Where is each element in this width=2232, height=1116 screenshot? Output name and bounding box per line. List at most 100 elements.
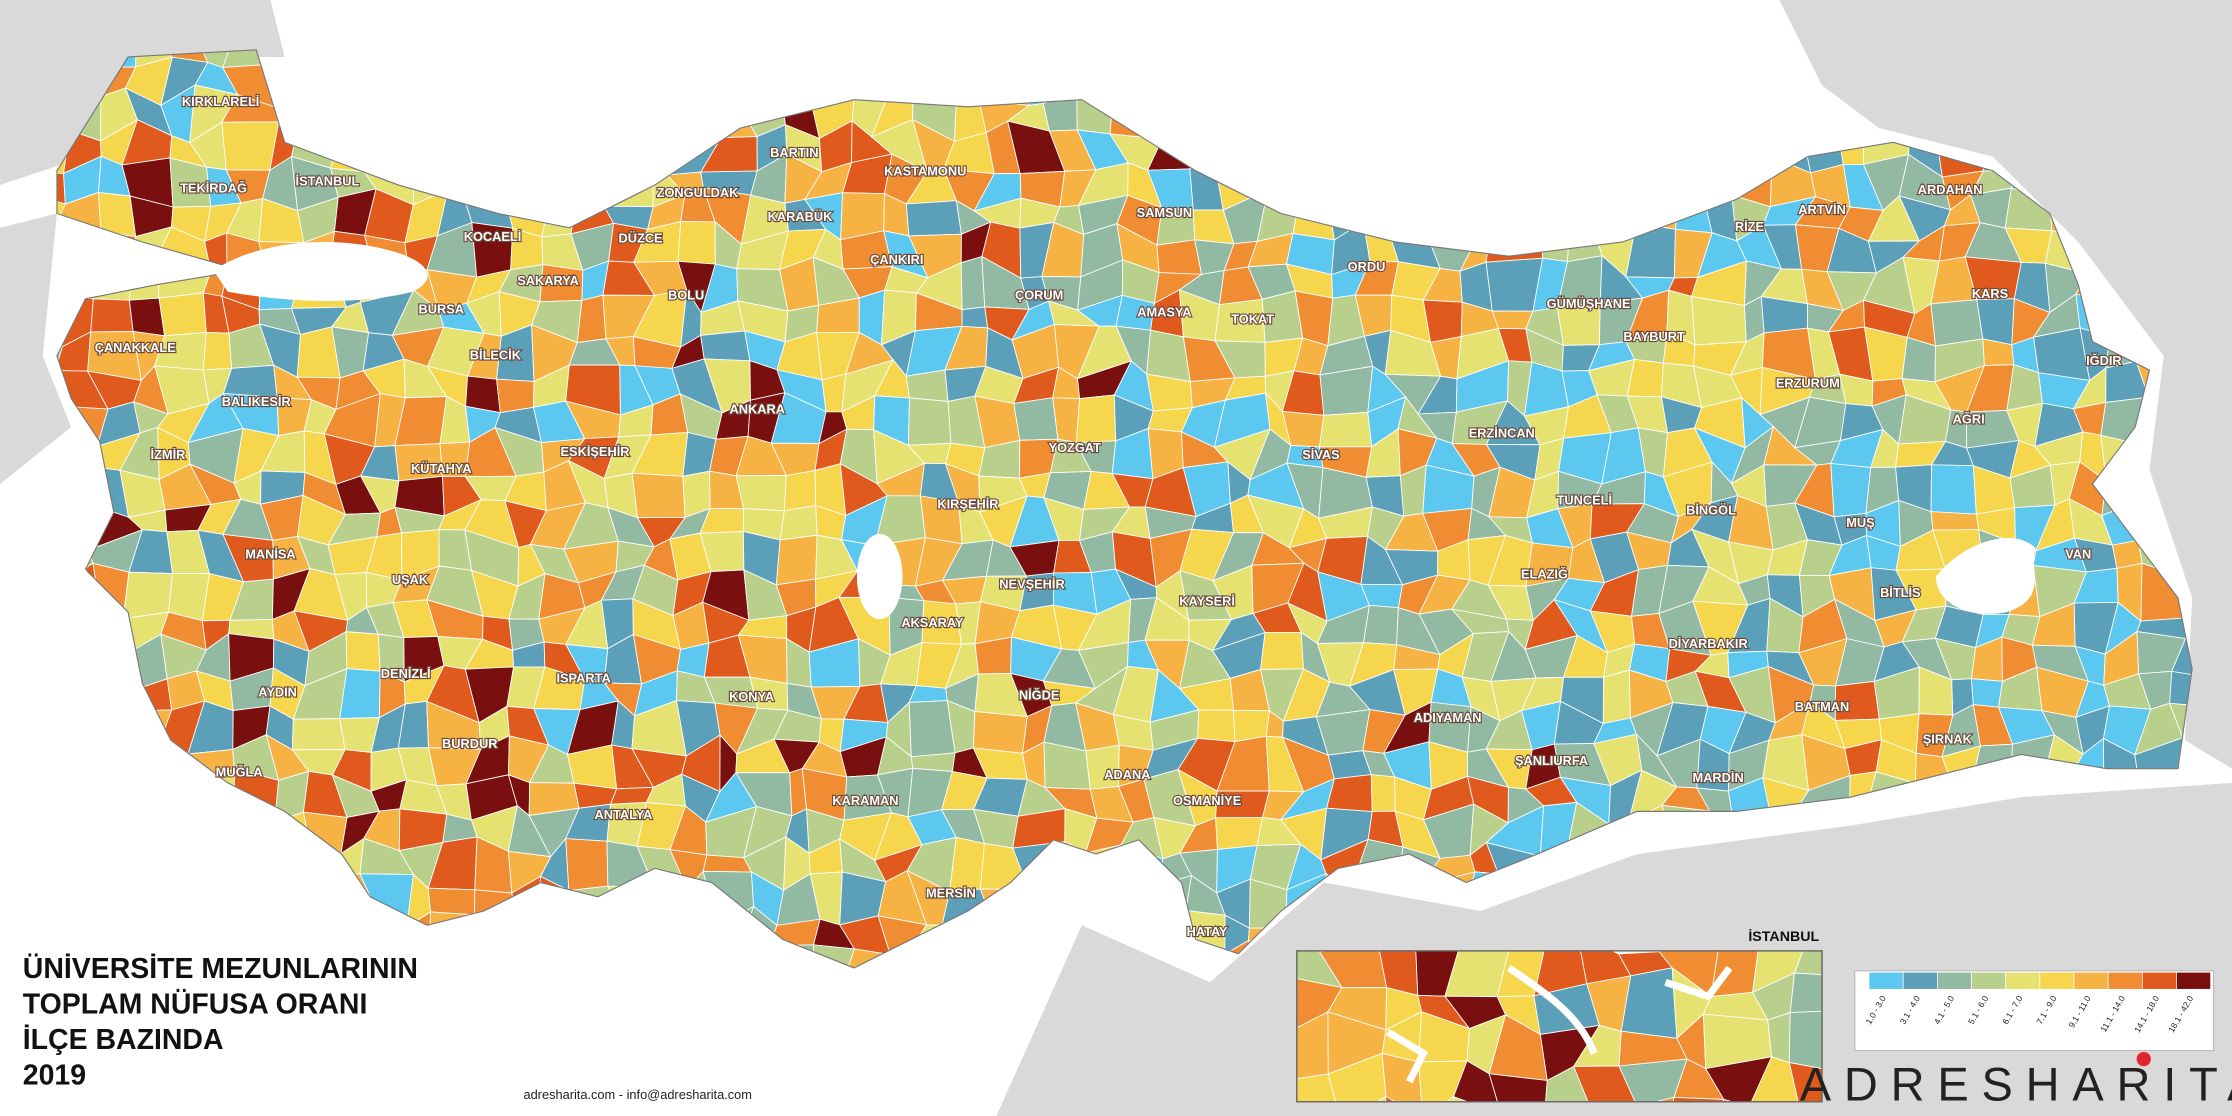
province-label: ESKİŞEHİR (561, 444, 630, 459)
district (1726, 121, 1773, 158)
district (1178, 93, 1231, 144)
district (231, 1018, 269, 1060)
district (505, 947, 546, 968)
district (162, 837, 202, 885)
district (908, 685, 948, 703)
district (563, 983, 620, 1027)
district (1075, 64, 1120, 100)
district (1319, 365, 1374, 416)
district (1041, 49, 1099, 72)
district (462, 977, 518, 1026)
district (576, 294, 607, 344)
district (56, 809, 108, 859)
district (952, 978, 991, 1030)
district (92, 263, 134, 301)
district (56, 837, 61, 882)
province-label: RİZE (1735, 219, 1765, 234)
province-label: BAYBURT (1623, 329, 1685, 344)
district (1213, 153, 1269, 211)
province-label: ISPARTA (556, 670, 610, 685)
district (529, 171, 577, 202)
province-labels: KIRKLARELİ TEKİRDAĞ İSTANBUL ÇANAKKALE BALIK… (94, 93, 2123, 940)
district (1690, 121, 1739, 157)
district (976, 906, 1019, 950)
province-label: DENİZLİ (381, 666, 431, 681)
district (60, 267, 94, 300)
district (942, 52, 983, 106)
district (750, 49, 790, 61)
district (571, 120, 614, 175)
district (56, 879, 62, 913)
district (1419, 56, 1474, 109)
district (638, 974, 666, 1029)
district (1521, 118, 1571, 176)
district (1839, 119, 1865, 165)
district (636, 1026, 670, 1055)
district (1422, 299, 1463, 343)
district (125, 754, 173, 788)
district (1042, 88, 1078, 132)
district (712, 905, 755, 961)
district (297, 84, 346, 128)
district (376, 1021, 394, 1048)
district (1013, 906, 1064, 955)
district (1496, 169, 1537, 207)
district (719, 89, 758, 139)
district (1252, 96, 1304, 138)
district (1215, 817, 1264, 850)
district (1156, 239, 1203, 275)
district (1637, 96, 1677, 138)
district (603, 159, 654, 208)
district (1427, 161, 1468, 195)
district (56, 804, 59, 857)
district (529, 49, 586, 70)
district (948, 1023, 987, 1058)
district (872, 49, 926, 75)
district (266, 850, 312, 892)
district (905, 1023, 952, 1053)
district (704, 1011, 757, 1062)
province-label: BATMAN (1795, 699, 1850, 714)
district (1296, 1073, 1336, 1102)
district (234, 821, 276, 858)
district (1288, 119, 1329, 177)
district (1673, 49, 1702, 75)
district (131, 806, 170, 860)
district (222, 364, 278, 398)
district (2171, 638, 2193, 680)
district (56, 231, 102, 273)
district (668, 52, 721, 99)
inset-title: İSTANBUL (1748, 928, 1819, 945)
district (428, 1008, 463, 1063)
province-label: AMASYA (1137, 305, 1191, 320)
district (1419, 49, 1464, 66)
district (374, 911, 408, 953)
district (777, 1022, 815, 1049)
district (543, 1020, 565, 1055)
province-label: ADANA (1104, 767, 1150, 782)
district (972, 711, 1028, 754)
district (1767, 1011, 1791, 1064)
district (644, 85, 679, 141)
district (942, 49, 997, 61)
district (410, 128, 441, 174)
district (363, 128, 415, 174)
district (1460, 127, 1498, 171)
province-label: AYDIN (258, 685, 297, 700)
district (563, 918, 622, 962)
district (302, 49, 330, 60)
district (1589, 129, 1642, 172)
district (1118, 49, 1165, 66)
district (494, 86, 553, 135)
province-label: ORDU (1348, 259, 1386, 274)
legend-swatch (1936, 971, 1972, 990)
province-label: TUNCELİ (1557, 492, 1612, 507)
district (1395, 49, 1426, 66)
district (327, 49, 383, 63)
district (1075, 49, 1124, 67)
district (567, 58, 616, 109)
province-label: YOZGAT (1049, 440, 1102, 455)
province-label: KÜTAHYA (411, 461, 471, 476)
district (980, 49, 1032, 58)
